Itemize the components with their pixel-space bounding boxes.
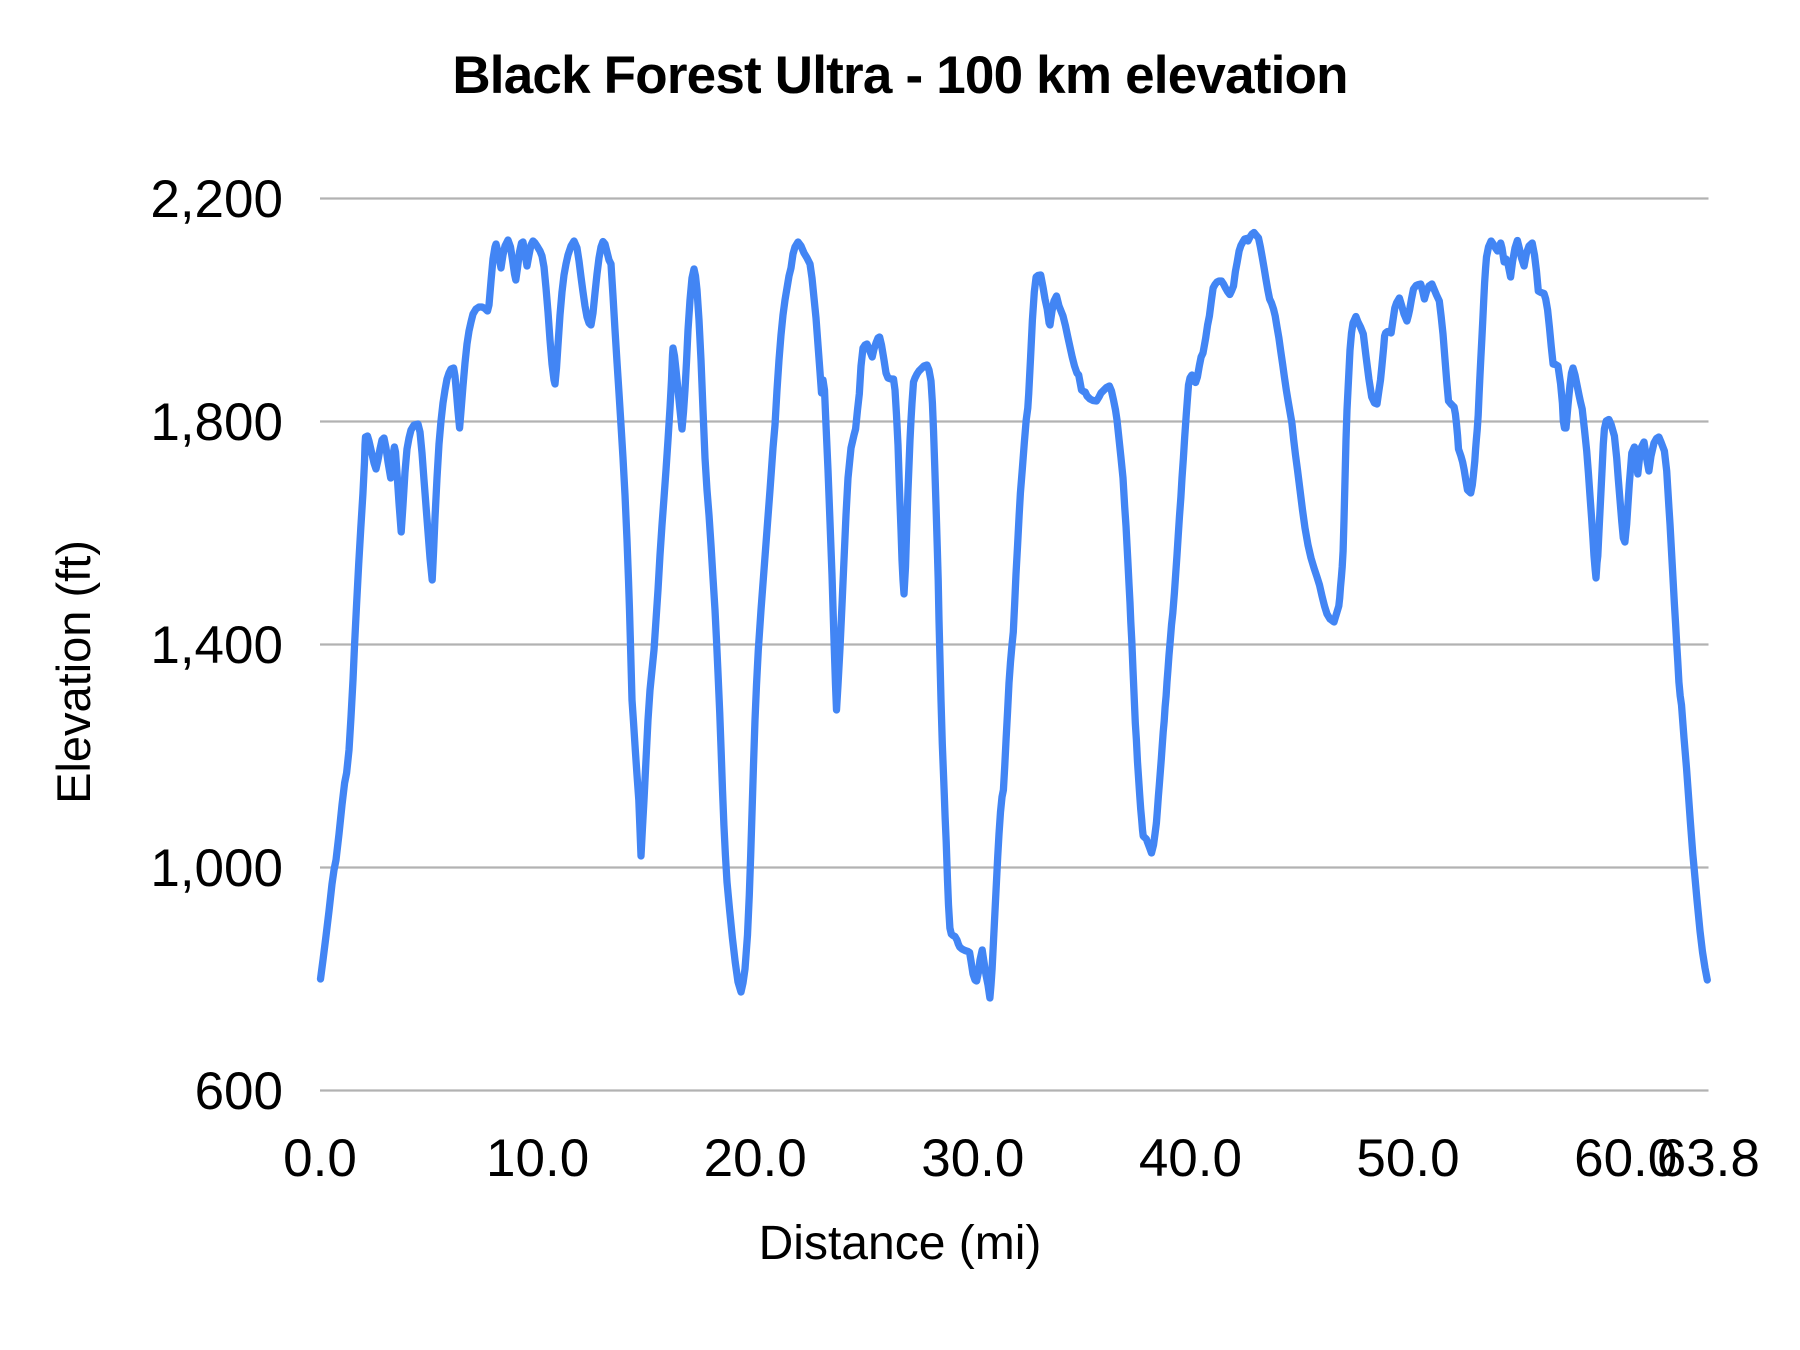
svg-text:1,800: 1,800 [150, 393, 283, 452]
svg-text:2,200: 2,200 [150, 170, 283, 229]
svg-text:Black Forest Ultra - 100 km el: Black Forest Ultra - 100 km elevation [452, 46, 1347, 105]
svg-text:20.0: 20.0 [704, 1129, 807, 1188]
svg-text:600: 600 [195, 1062, 283, 1121]
svg-text:60.0: 60.0 [1574, 1129, 1677, 1188]
svg-text:1,000: 1,000 [150, 839, 283, 898]
svg-text:Distance (mi): Distance (mi) [759, 1217, 1042, 1270]
svg-text:50.0: 50.0 [1356, 1129, 1459, 1188]
svg-text:1,400: 1,400 [150, 616, 283, 675]
svg-text:10.0: 10.0 [486, 1129, 589, 1188]
svg-text:63.8: 63.8 [1657, 1129, 1760, 1188]
svg-text:40.0: 40.0 [1139, 1129, 1242, 1188]
svg-text:30.0: 30.0 [921, 1129, 1024, 1188]
svg-text:0.0: 0.0 [283, 1129, 357, 1188]
svg-text:Elevation (ft): Elevation (ft) [47, 540, 100, 804]
